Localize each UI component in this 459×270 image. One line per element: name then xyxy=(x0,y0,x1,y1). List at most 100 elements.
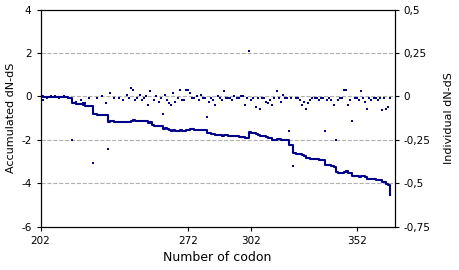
Point xyxy=(90,160,97,165)
Point xyxy=(350,96,358,100)
Point xyxy=(304,101,311,106)
Point xyxy=(281,96,288,100)
Point xyxy=(224,96,231,100)
Point xyxy=(342,87,349,92)
Point xyxy=(329,103,336,107)
Point xyxy=(302,106,309,111)
Point xyxy=(203,115,210,120)
Point xyxy=(245,49,252,53)
Point xyxy=(106,91,113,95)
Point xyxy=(211,103,218,107)
Point xyxy=(306,98,313,102)
Point xyxy=(129,87,137,92)
Point xyxy=(81,101,88,106)
Point xyxy=(365,96,372,100)
Point xyxy=(236,94,244,99)
Point xyxy=(331,138,339,142)
Point xyxy=(230,94,238,99)
Point xyxy=(297,103,305,107)
Point xyxy=(209,98,217,102)
Point xyxy=(377,108,385,113)
Point xyxy=(165,101,173,106)
Point xyxy=(190,96,198,100)
Point xyxy=(64,96,72,100)
Point xyxy=(85,96,92,100)
Point xyxy=(199,96,206,100)
Point xyxy=(47,94,55,99)
Point xyxy=(262,100,269,104)
Point xyxy=(264,101,271,106)
Point xyxy=(43,96,50,100)
Point xyxy=(151,98,158,102)
Point xyxy=(276,100,284,104)
Point xyxy=(375,96,383,100)
Point xyxy=(243,96,250,100)
Point xyxy=(289,164,297,168)
Point xyxy=(327,98,334,102)
Point xyxy=(51,94,59,99)
Point xyxy=(205,100,213,104)
Point xyxy=(148,120,156,125)
Point xyxy=(361,100,368,104)
Point xyxy=(115,96,122,100)
Point xyxy=(352,96,359,100)
Point xyxy=(195,98,202,102)
Point xyxy=(216,96,223,100)
Point xyxy=(79,101,86,106)
Point xyxy=(176,87,183,92)
Point xyxy=(186,91,193,95)
Point xyxy=(323,98,330,102)
Point xyxy=(104,146,112,151)
Point xyxy=(291,96,299,100)
Point xyxy=(312,96,319,100)
Point xyxy=(60,94,67,99)
Point xyxy=(159,112,166,116)
Point xyxy=(386,96,393,100)
Point xyxy=(169,91,177,95)
Point xyxy=(127,86,134,90)
Point xyxy=(354,98,362,102)
Y-axis label: Accumulated dN-dS: Accumulated dN-dS xyxy=(6,63,16,173)
Point xyxy=(293,96,301,100)
Point xyxy=(184,87,191,92)
Point xyxy=(274,96,282,100)
Point xyxy=(296,98,303,102)
Point xyxy=(140,96,147,100)
Point xyxy=(135,93,143,97)
Point xyxy=(300,100,307,104)
Point xyxy=(285,129,292,133)
Point xyxy=(357,89,364,93)
Point xyxy=(56,96,63,100)
Point xyxy=(161,93,168,97)
Point xyxy=(142,94,149,99)
Point xyxy=(155,100,162,104)
Y-axis label: Individual dN-dS: Individual dN-dS xyxy=(443,72,453,164)
Point xyxy=(110,96,118,100)
Point xyxy=(226,96,234,100)
Point xyxy=(123,93,130,97)
Point xyxy=(232,96,240,100)
Point xyxy=(321,129,328,133)
X-axis label: Number of codon: Number of codon xyxy=(163,251,271,264)
Point xyxy=(319,96,326,100)
Point xyxy=(138,98,145,102)
Point xyxy=(73,100,80,104)
Point xyxy=(239,94,246,99)
Point xyxy=(235,96,242,100)
Point xyxy=(134,96,141,100)
Point xyxy=(192,94,200,99)
Point xyxy=(196,93,204,97)
Point xyxy=(371,96,379,100)
Point xyxy=(119,98,126,102)
Point xyxy=(344,103,351,107)
Point xyxy=(77,98,84,102)
Point xyxy=(131,98,139,102)
Point xyxy=(180,98,187,102)
Point xyxy=(283,96,290,100)
Point xyxy=(382,106,389,111)
Point xyxy=(325,96,332,100)
Point xyxy=(213,94,221,99)
Point xyxy=(228,98,235,102)
Point xyxy=(373,98,381,102)
Point xyxy=(222,96,229,100)
